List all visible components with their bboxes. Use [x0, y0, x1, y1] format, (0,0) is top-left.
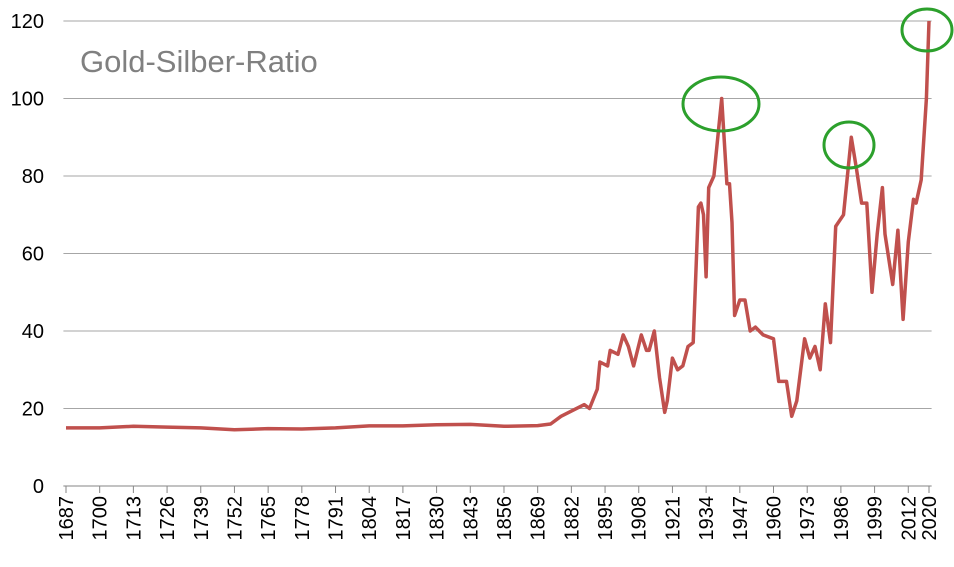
x-tick-label: 1908	[629, 496, 651, 541]
x-tick-label: 1934	[696, 496, 718, 541]
x-tick-label: 1882	[561, 496, 583, 541]
y-tick-label: 100	[11, 89, 44, 111]
x-tick-label: 1921	[662, 496, 684, 541]
y-tick-label: 20	[22, 399, 44, 421]
x-tick-label: 1791	[326, 496, 348, 541]
x-tick-label: 1765	[258, 496, 280, 541]
x-tick-label: 1739	[191, 496, 213, 541]
x-tick-label: 1869	[528, 496, 550, 541]
x-tick-label: 1778	[292, 496, 314, 541]
y-tick-label: 80	[22, 166, 44, 188]
x-tick-label: 1960	[764, 496, 786, 541]
x-tick-label: 1817	[393, 496, 415, 541]
y-tick-label: 40	[22, 321, 44, 343]
x-tick-label: 1856	[494, 496, 516, 541]
highlight-circle	[900, 7, 954, 53]
annotations	[681, 7, 954, 170]
x-tick-label: 1947	[730, 496, 752, 541]
data-line	[66, 20, 931, 432]
x-tick-label: 1804	[359, 496, 381, 541]
x-tick-label: 1830	[427, 496, 449, 541]
x-tick-label: 1895	[595, 496, 617, 541]
y-tick-label: 0	[33, 476, 44, 498]
chart-title: Gold-Silber-Ratio	[80, 44, 318, 79]
x-tick-label: 1687	[56, 496, 78, 541]
x-tick-label: 1726	[157, 496, 179, 541]
x-tick-label: 2012	[898, 496, 920, 541]
x-tick-label: 1752	[224, 496, 246, 541]
x-tick-label: 1986	[831, 496, 853, 541]
highlight-circle	[822, 120, 876, 170]
x-tick-label: 1843	[460, 496, 482, 541]
x-tick-label: 1973	[797, 496, 819, 541]
highlight-circle	[681, 75, 761, 133]
x-tick-label: 1700	[90, 496, 112, 541]
x-tick-label: 1713	[123, 496, 145, 541]
y-tick-label: 60	[22, 244, 44, 266]
x-tick-label: 1999	[865, 496, 887, 541]
x-tick-label: 2020	[919, 496, 941, 541]
y-tick-label: 120	[11, 11, 44, 33]
